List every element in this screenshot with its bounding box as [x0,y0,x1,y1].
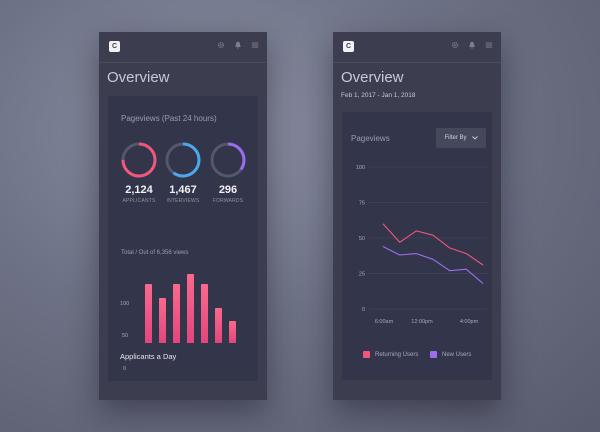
ring-progress-interviews [165,142,201,178]
menu-icon[interactable] [485,41,493,49]
x-tick-label: 4:00pm [460,319,479,325]
legend-returning-users: Returning Users [363,351,418,358]
ring-progress-forwards [210,142,246,178]
series-line-0 [382,223,484,266]
top-bar: C [99,32,267,63]
bell-icon[interactable] [234,41,242,49]
interviews-label: INTERVIEWS [166,198,200,204]
y-tick-label: 50 [359,236,365,242]
forwards-value: 296 [218,184,238,196]
card-title: Pageviews [351,134,390,143]
date-range: Feb 1, 2017 - Jan 1, 2018 [341,92,416,99]
legend-swatch-returning [363,351,370,358]
stat-rings [121,142,246,178]
y-tick-label: 75 [359,201,365,207]
app-logo[interactable]: C [109,41,120,52]
series-line-1 [382,246,484,284]
applicants-value: 2,124 [125,184,153,196]
toolbar-icons [217,41,259,49]
y-tick-50: 50 [122,333,129,339]
phone-screen-right: C Overview Feb 1, 2017 - Jan 1, 2018 Pag… [333,32,501,400]
chevron-down-icon [471,136,478,140]
legend-new-users: New Users [430,351,471,358]
x-tick-label: 12:00pm [411,319,433,325]
bar-1[interactable] [159,298,166,343]
x-tick-label: 6:00am [375,319,394,325]
line-chart: 100 75 50 25 0 6:00am 12:00pm 4:00pm [356,165,487,325]
phone-screen-left: C Overview Pageviews (Past 24 hours) 2,1… [99,32,267,400]
bar-5[interactable] [215,307,222,343]
forwards-label: FORWARDS [212,198,244,204]
app-logo[interactable]: C [343,41,354,52]
bar-3[interactable] [187,273,194,343]
ring-progress-applicants [121,142,157,178]
y-tick-label: 25 [359,272,365,278]
pageviews-card: Pageviews (Past 24 hours) 2,124 APPLICAN… [108,96,258,381]
legend-swatch-new [430,351,437,358]
menu-icon[interactable] [251,41,259,49]
filter-label: Filter By [444,135,467,141]
bar-2[interactable] [173,284,180,343]
y-tick-0: 0 [123,366,127,372]
logo-letter: C [345,43,352,50]
bar-0[interactable] [145,284,152,343]
gear-icon[interactable] [451,41,459,49]
page-title: Overview [341,69,404,86]
card-title: Pageviews (Past 24 hours) [121,114,217,123]
filter-dropdown[interactable]: Filter By [436,128,486,148]
bar-chart-caption: Applicants a Day [120,352,177,361]
page-title: Overview [107,69,170,86]
y-tick-100: 100 [120,301,130,307]
total-views-note: Total / Out of 6,356 views [121,250,189,256]
gear-icon[interactable] [217,41,225,49]
toolbar-icons [451,41,493,49]
top-bar: C [333,32,501,63]
y-tick-label: 100 [356,165,365,171]
y-tick-label: 0 [362,307,365,313]
legend-label-returning: Returning Users [375,351,419,358]
pageviews-card: Pageviews Filter By 100 75 50 25 0 6:00am 12:0… [342,112,492,380]
bar-4[interactable] [201,284,208,343]
logo-letter: C [111,43,118,50]
interviews-value: 1,467 [169,184,197,196]
applicants-label: APPLICANTS [122,198,156,204]
legend-label-new: New Users [442,351,472,358]
bell-icon[interactable] [468,41,476,49]
bar-6[interactable] [229,320,236,343]
